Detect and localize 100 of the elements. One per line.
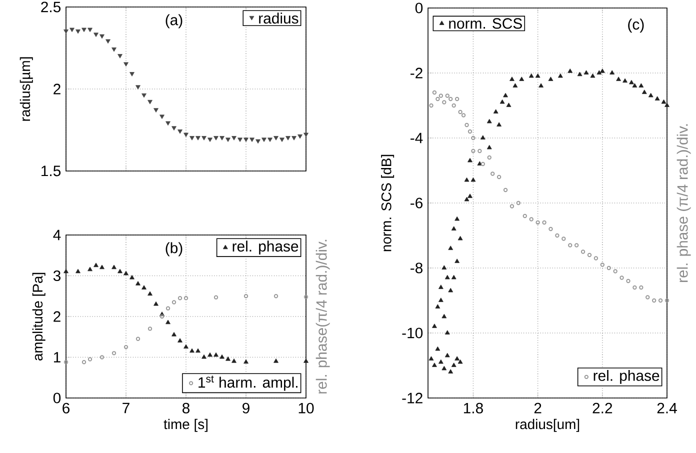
point [184,296,188,300]
point [172,126,176,130]
point [304,132,308,138]
point [256,139,260,144]
point [304,294,308,300]
point [130,274,134,280]
y-tick-label: -4 [410,132,423,144]
point [100,264,104,270]
point [298,134,302,139]
point [555,233,560,238]
x-axis-title: time [s] [164,418,208,432]
y-tick-label: -10 [402,328,423,338]
point [468,129,472,134]
point [88,266,92,272]
point [136,85,140,90]
point [214,136,218,140]
y-tick-label: 0 [415,2,423,14]
point [118,54,122,58]
y-tick-label: 3 [53,270,61,282]
point [480,162,486,166]
point [178,338,182,342]
point [178,296,182,300]
y-axis-title: norm. SCS [dB] [381,154,394,252]
y-tick-label: 2 [54,311,60,322]
point [106,39,110,44]
point [568,243,572,248]
point [664,298,670,303]
point [64,29,68,34]
point [112,264,116,270]
point [587,252,592,258]
point [112,351,116,356]
y-tick-label: 1 [54,352,60,362]
y2-axis-title: rel. phase(π/4 rad.)/div. [316,240,330,394]
point [461,113,466,118]
point [448,96,453,102]
y-tick-label: -2 [410,68,422,78]
point [160,314,164,319]
point [226,356,230,361]
point [220,136,224,140]
point [548,226,553,232]
point [112,47,116,52]
point [639,285,644,290]
legend-label: rel. phase [232,240,298,255]
annotation: (b) [166,242,182,256]
point [594,256,598,260]
point [166,306,170,310]
point [172,300,176,304]
point [64,268,68,274]
point [208,138,212,142]
point [496,174,502,180]
x-tick-label: 6 [62,402,70,414]
point [154,301,158,306]
point [262,138,266,142]
point [536,220,540,225]
point [70,28,74,32]
point [214,352,218,357]
point [438,94,444,98]
point [148,326,152,331]
point [620,276,624,280]
point [626,278,630,284]
point [88,357,92,362]
y2-axis-title: rel. phase (π/4 rad.)/div. [676,124,691,282]
y-tick-label: -12 [402,392,422,404]
point [166,320,170,324]
point [574,243,579,248]
point [124,62,128,67]
point [268,138,272,142]
y-tick-label: 2.5 [41,2,61,12]
x-tick-label: 1.8 [464,402,483,414]
point [286,136,290,140]
point [632,285,637,290]
point [202,136,206,140]
point [516,200,521,206]
point [148,291,152,296]
point [178,129,182,134]
y-tick-label: -8 [410,262,423,274]
x-tick-label: 7 [122,402,130,414]
point [562,236,566,241]
x-tick-label: 10 [298,402,314,414]
x-axis-title: radius[um] [516,418,580,432]
point [522,214,527,218]
y-tick-label: 4 [53,230,61,240]
point [88,28,92,32]
point [148,100,152,104]
point [196,348,200,353]
point [274,136,278,140]
point [250,138,254,142]
point [190,348,194,353]
point [184,344,188,349]
point [454,96,460,102]
point [442,100,446,104]
point [100,34,104,39]
point [471,148,476,154]
annotation: (c) [628,18,644,33]
point [76,268,80,274]
point [244,138,248,142]
point [490,172,495,176]
point [606,266,611,270]
point [94,262,98,268]
point [142,93,146,98]
